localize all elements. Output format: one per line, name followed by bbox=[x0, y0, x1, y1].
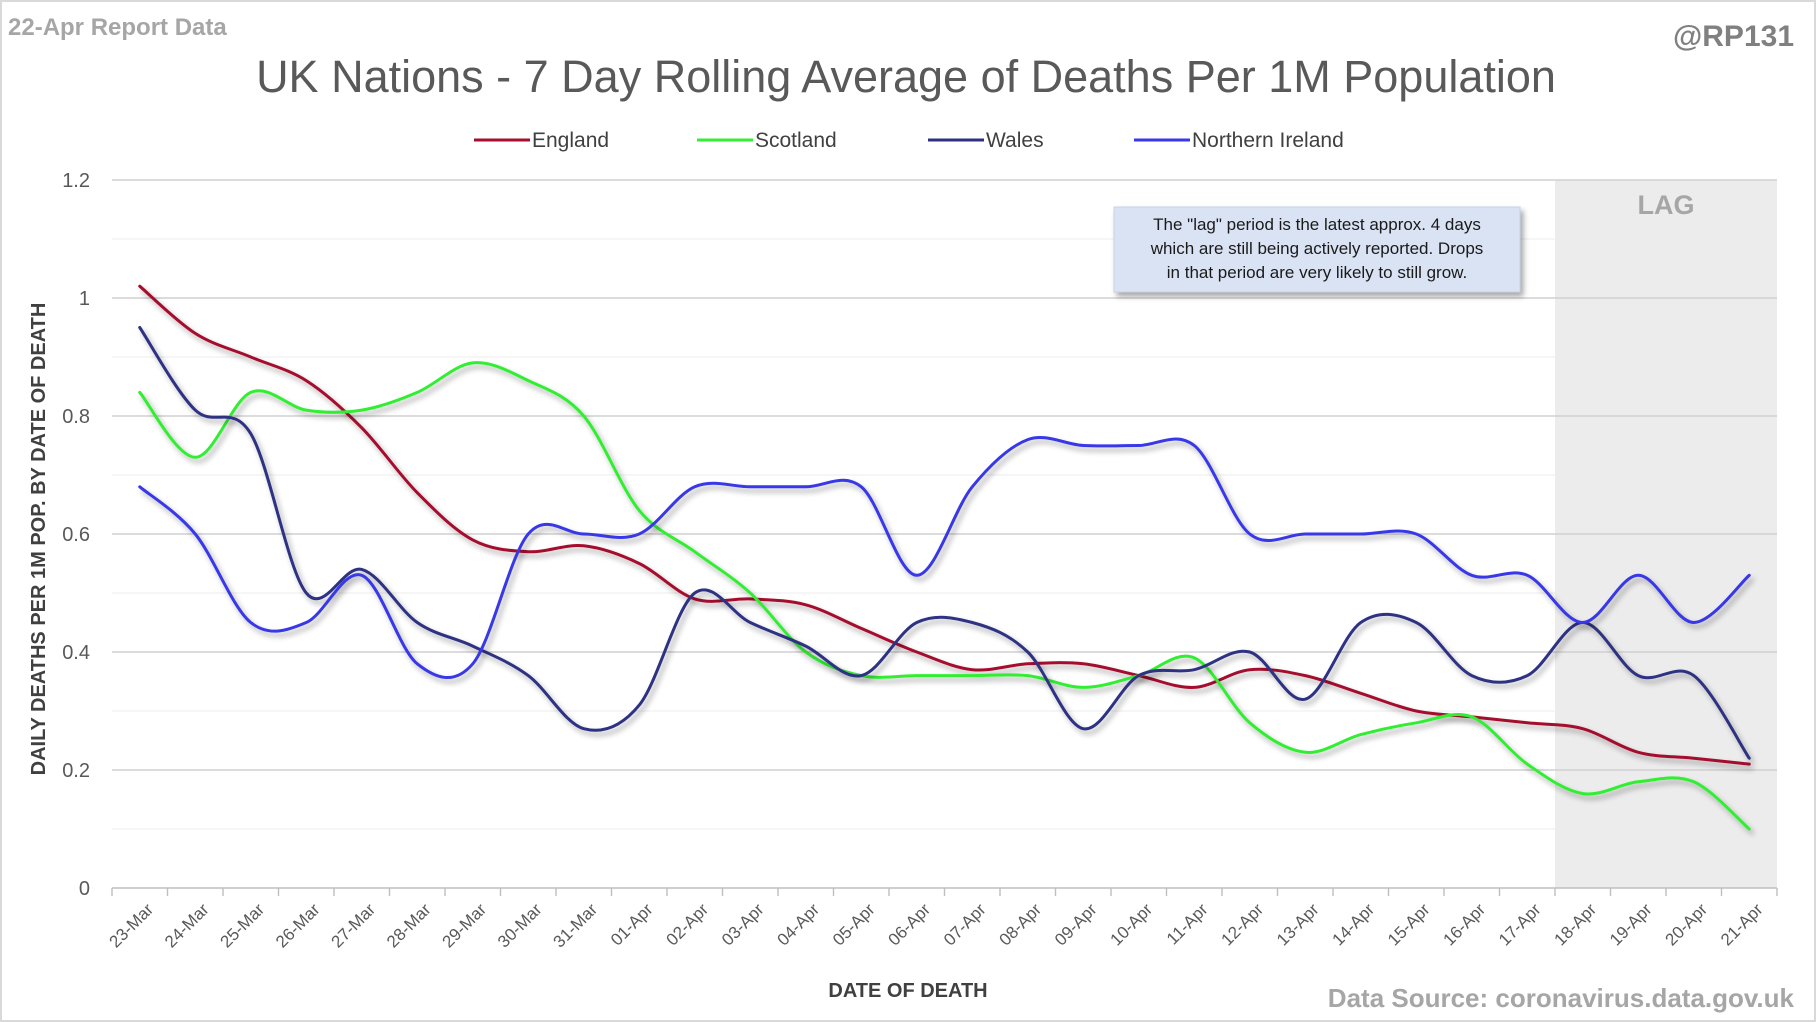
y-tick-label: 1.2 bbox=[62, 170, 90, 192]
x-tick-label: 01-Apr bbox=[607, 900, 657, 950]
y-tick-label: 1 bbox=[79, 288, 90, 310]
x-tick-label: 20-Apr bbox=[1662, 900, 1712, 950]
x-tick-label: 11-Apr bbox=[1163, 900, 1212, 949]
y-axis-title: DAILY DEATHS PER 1M POP. BY DATE OF DEAT… bbox=[28, 303, 50, 776]
y-tick-label: 0.2 bbox=[62, 760, 90, 782]
x-tick-label: 14-Apr bbox=[1329, 900, 1379, 950]
x-tick-label: 10-Apr bbox=[1107, 900, 1157, 950]
y-tick-label: 0.8 bbox=[62, 406, 90, 428]
x-tick-label: 21-Apr bbox=[1717, 900, 1767, 950]
x-tick-label: 27-Mar bbox=[328, 900, 380, 952]
series-line-england bbox=[138, 284, 1751, 766]
legend-label-northern-ireland: Northern Ireland bbox=[1192, 129, 1344, 152]
x-tick-label: 02-Apr bbox=[663, 900, 713, 950]
report-label: 22-Apr Report Data bbox=[8, 14, 227, 41]
y-axis-ticks: 0 0.2 0.4 0.6 0.8 1 1.2 bbox=[62, 170, 90, 900]
x-tick-label: 15-Apr bbox=[1384, 900, 1434, 950]
x-tick-label: 09-Apr bbox=[1051, 900, 1101, 950]
annotation-box bbox=[1113, 206, 1521, 293]
gridlines bbox=[112, 179, 1777, 889]
x-tick-label: 04-Apr bbox=[774, 900, 824, 950]
series-line-northern-ireland bbox=[138, 435, 1751, 680]
x-tick-label: 30-Mar bbox=[494, 900, 546, 952]
x-tick-label: 06-Apr bbox=[885, 900, 935, 950]
x-tick-label: 13-Apr bbox=[1273, 900, 1323, 950]
y-tick-label: 0.4 bbox=[62, 642, 90, 664]
series-lines bbox=[138, 284, 1751, 831]
x-tick-label: 25-Mar bbox=[217, 900, 269, 952]
annotation-line-3: in that period are very likely to still … bbox=[1167, 263, 1467, 282]
series-line-wales bbox=[138, 326, 1751, 760]
legend-label-scotland: Scotland bbox=[755, 129, 837, 152]
legend-label-wales: Wales bbox=[986, 129, 1044, 152]
x-tick-label: 26-Mar bbox=[272, 900, 324, 952]
x-tick-label: 03-Apr bbox=[718, 900, 768, 950]
x-tick-label: 18-Apr bbox=[1551, 900, 1601, 950]
y-tick-label: 0 bbox=[79, 878, 90, 900]
author-handle: @RP131 bbox=[1673, 20, 1794, 53]
chart-title: UK Nations - 7 Day Rolling Average of De… bbox=[256, 51, 1556, 102]
x-tick-label: 16-Apr bbox=[1440, 900, 1490, 950]
lag-annotation bbox=[1113, 206, 1521, 293]
x-tick-label: 17-Apr bbox=[1495, 900, 1545, 950]
series-line-scotland bbox=[138, 361, 1751, 831]
x-axis-title: DATE OF DEATH bbox=[828, 980, 987, 1002]
x-tick-label: 08-Apr bbox=[996, 900, 1046, 950]
data-source: Data Source: coronavirus.data.gov.uk bbox=[1328, 983, 1795, 1013]
legend-label-england: England bbox=[532, 129, 609, 152]
x-tick-label: 07-Apr bbox=[940, 900, 990, 950]
y-tick-label: 0.6 bbox=[62, 524, 90, 546]
x-tick-label: 05-Apr bbox=[829, 900, 879, 950]
x-tick-label: 28-Mar bbox=[383, 900, 435, 952]
x-tick-label: 29-Mar bbox=[439, 900, 491, 952]
x-tick-label: 31-Mar bbox=[550, 900, 602, 952]
x-tick-label: 24-Mar bbox=[161, 900, 213, 952]
x-tick-label: 12-Apr bbox=[1218, 900, 1268, 950]
annotation-line-1: The "lag" period is the latest approx. 4… bbox=[1153, 215, 1481, 234]
lag-label: LAG bbox=[1638, 190, 1695, 220]
x-tick-label: 19-Apr bbox=[1606, 900, 1656, 950]
x-axis-ticks: 23-Mar 24-Mar 25-Mar 26-Mar 27-Mar 28-Mar 29-M… bbox=[106, 888, 1778, 952]
x-tick-label: 23-Mar bbox=[106, 900, 158, 952]
legend: England Scotland Wales Northern Ireland bbox=[474, 129, 1344, 152]
annotation-line-2: which are still being actively reported.… bbox=[1150, 239, 1484, 258]
